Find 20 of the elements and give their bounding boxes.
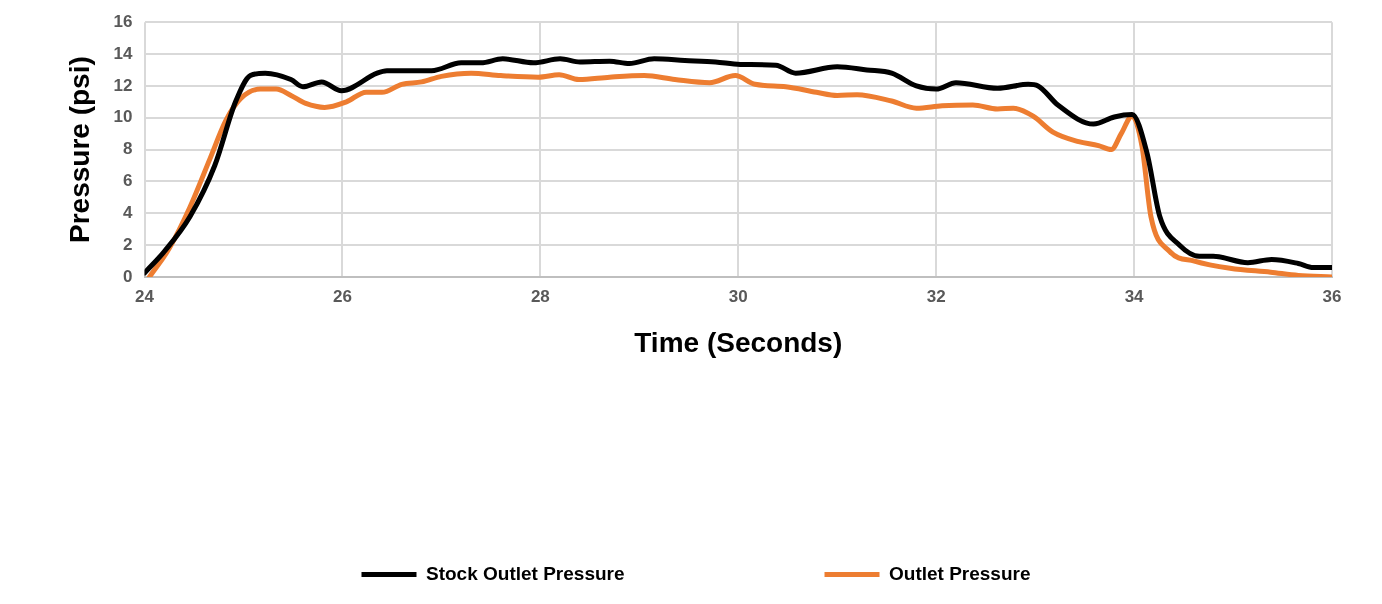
x-tick-label: 32 (926, 286, 946, 306)
y-tick-label: 14 (113, 43, 134, 63)
y-tick-label: 2 (123, 234, 133, 254)
y-axis-title: Pressure (psi) (63, 56, 95, 243)
y-tick-label: 0 (123, 266, 133, 286)
y-tick-label: 8 (123, 139, 133, 159)
y-tick-label: 12 (113, 75, 133, 95)
x-tick-label: 24 (135, 286, 155, 306)
x-tick-label: 36 (1322, 286, 1342, 306)
y-tick-label: 10 (113, 107, 133, 127)
x-tick-label: 30 (728, 286, 748, 306)
legend-label: Outlet Pressure (889, 562, 1031, 584)
y-tick-label: 6 (123, 171, 133, 191)
y-tick-label: 16 (113, 11, 133, 31)
x-tick-label: 26 (332, 286, 352, 306)
legend-label: Stock Outlet Pressure (425, 562, 625, 584)
x-tick-label: 34 (1124, 286, 1145, 306)
x-axis-title: Time (Seconds) (634, 326, 843, 358)
x-tick-label: 28 (530, 286, 550, 306)
y-tick-label: 4 (123, 202, 134, 222)
